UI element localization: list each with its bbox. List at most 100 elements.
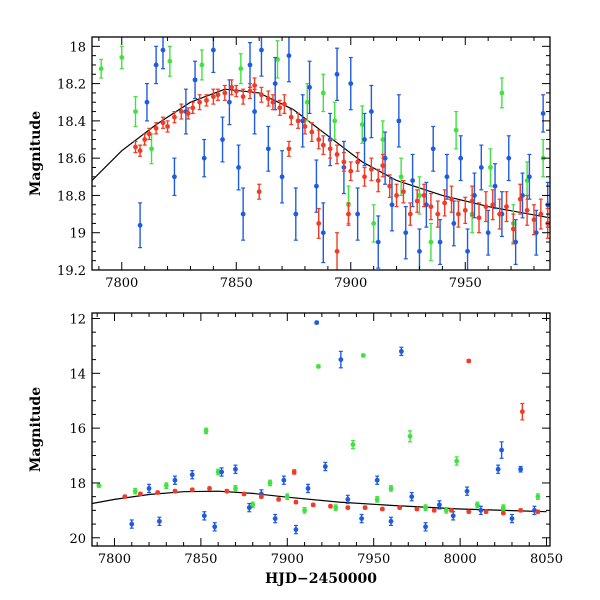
data-point — [362, 112, 367, 167]
data-point — [454, 456, 460, 466]
data-point — [500, 504, 506, 511]
data-point — [348, 161, 354, 182]
data-point — [284, 493, 290, 500]
point-marker — [155, 490, 161, 495]
data-point — [233, 485, 238, 492]
y-tick-label: 16 — [69, 422, 86, 437]
data-point — [304, 82, 310, 122]
data-point — [428, 192, 434, 221]
point-marker — [469, 198, 475, 204]
data-point — [475, 501, 480, 509]
data-point — [532, 505, 537, 516]
point-marker — [374, 477, 380, 483]
data-point — [341, 151, 347, 172]
point-marker — [449, 196, 454, 202]
data-point — [345, 505, 351, 511]
data-point — [409, 491, 415, 502]
point-marker — [185, 111, 191, 116]
point-marker — [338, 357, 344, 362]
point-marker — [359, 516, 365, 521]
data-point — [535, 493, 541, 500]
data-point — [435, 200, 441, 228]
data-point — [374, 496, 380, 503]
data-point — [499, 77, 505, 109]
point-marker — [320, 90, 326, 96]
data-point — [305, 483, 311, 494]
point-marker — [458, 155, 464, 161]
data-point — [293, 187, 299, 241]
data-point — [220, 116, 225, 163]
x-tick-label: 7800 — [98, 552, 131, 567]
point-marker — [380, 163, 386, 169]
point-marker — [334, 152, 340, 157]
point-marker — [500, 505, 506, 511]
point-marker — [380, 137, 386, 142]
data-point — [291, 469, 297, 475]
point-marker — [288, 114, 294, 120]
y-axis-title: Magnitude — [28, 387, 44, 472]
data-point — [410, 153, 415, 208]
y-tick-label: 19 — [69, 227, 86, 242]
data-point — [362, 166, 367, 187]
data-point — [345, 494, 351, 505]
data-point — [499, 441, 505, 459]
data-point — [142, 133, 148, 146]
data-point — [346, 202, 351, 226]
data-point — [350, 439, 356, 450]
data-point — [407, 202, 413, 226]
point-marker — [423, 202, 429, 208]
point-marker — [500, 510, 506, 516]
point-marker — [153, 125, 159, 131]
data-point — [270, 94, 276, 111]
point-marker — [284, 494, 290, 500]
data-point — [394, 183, 399, 208]
data-point — [355, 151, 361, 172]
data-point — [533, 209, 539, 256]
point-marker — [355, 159, 361, 165]
data-point — [518, 507, 524, 513]
point-marker — [160, 120, 166, 126]
point-marker — [388, 486, 394, 491]
point-marker — [490, 202, 496, 208]
data-point — [483, 509, 489, 515]
data-point — [375, 168, 381, 193]
data-point — [279, 150, 285, 204]
point-marker — [137, 148, 143, 154]
data-point — [476, 202, 482, 234]
point-marker — [389, 202, 395, 208]
y-tick-label: 18.2 — [57, 78, 86, 93]
data-point — [540, 94, 546, 133]
point-marker — [233, 486, 238, 491]
point-marker — [423, 524, 428, 530]
x-tick-label: 7900 — [271, 552, 304, 567]
point-marker — [488, 165, 493, 170]
y-axis-title: Magnitude — [28, 111, 44, 196]
point-marker — [163, 483, 169, 489]
point-marker — [509, 516, 515, 521]
point-marker — [374, 497, 380, 502]
point-marker — [368, 109, 374, 114]
data-point — [210, 37, 216, 74]
x-tick-label: 7850 — [184, 552, 217, 567]
data-point — [398, 346, 404, 357]
data-point — [328, 503, 333, 509]
data-point — [272, 56, 278, 111]
point-marker — [172, 477, 178, 483]
point-marker — [133, 144, 138, 150]
data-point — [417, 176, 422, 215]
point-marker — [300, 118, 306, 124]
point-marker — [247, 88, 253, 94]
y-tick-label: 12 — [69, 312, 86, 327]
point-marker — [122, 494, 128, 500]
point-marker — [197, 99, 203, 105]
data-point — [497, 198, 503, 230]
data-point — [277, 99, 283, 116]
data-point — [469, 185, 475, 217]
data-point — [472, 172, 477, 219]
data-point — [241, 491, 247, 497]
point-marker — [328, 503, 333, 509]
point-marker — [348, 81, 354, 86]
point-marker — [517, 196, 523, 202]
data-point — [146, 483, 152, 494]
data-point — [437, 219, 443, 266]
